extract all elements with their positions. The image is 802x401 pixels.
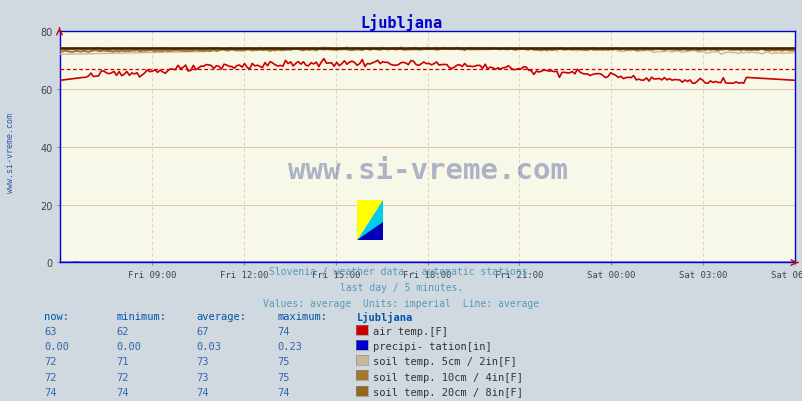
Text: now:: now:: [44, 311, 69, 321]
Text: soil temp. 10cm / 4in[F]: soil temp. 10cm / 4in[F]: [373, 372, 523, 382]
Text: 74: 74: [277, 387, 290, 397]
Text: Ljubljana: Ljubljana: [357, 311, 413, 322]
Text: 72: 72: [116, 372, 129, 382]
Text: 74: 74: [196, 387, 209, 397]
Text: 72: 72: [44, 356, 57, 367]
Text: minimum:: minimum:: [116, 311, 166, 321]
Text: last day / 5 minutes.: last day / 5 minutes.: [339, 283, 463, 293]
Text: soil temp. 20cm / 8in[F]: soil temp. 20cm / 8in[F]: [373, 387, 523, 397]
Text: precipi- tation[in]: precipi- tation[in]: [373, 341, 492, 351]
Text: 0.00: 0.00: [116, 341, 141, 351]
Text: 0.03: 0.03: [196, 341, 221, 351]
Text: 75: 75: [277, 356, 290, 367]
Text: 72: 72: [44, 372, 57, 382]
Text: www.si-vreme.com: www.si-vreme.com: [6, 112, 15, 192]
Text: 74: 74: [277, 326, 290, 336]
Polygon shape: [357, 223, 383, 241]
Text: Values: average  Units: imperial  Line: average: Values: average Units: imperial Line: av…: [263, 299, 539, 309]
Text: soil temp. 5cm / 2in[F]: soil temp. 5cm / 2in[F]: [373, 356, 516, 367]
Text: average:: average:: [196, 311, 246, 321]
Text: Ljubljana: Ljubljana: [360, 14, 442, 31]
Text: 74: 74: [116, 387, 129, 397]
Text: 0.00: 0.00: [44, 341, 69, 351]
Polygon shape: [357, 200, 383, 241]
Text: maximum:: maximum:: [277, 311, 326, 321]
Text: 73: 73: [196, 356, 209, 367]
Text: air temp.[F]: air temp.[F]: [373, 326, 448, 336]
Text: 0.23: 0.23: [277, 341, 302, 351]
Text: 73: 73: [196, 372, 209, 382]
Text: 63: 63: [44, 326, 57, 336]
Text: 67: 67: [196, 326, 209, 336]
Text: 71: 71: [116, 356, 129, 367]
Text: www.si-vreme.com: www.si-vreme.com: [287, 156, 567, 184]
Text: 62: 62: [116, 326, 129, 336]
Text: 75: 75: [277, 372, 290, 382]
Text: Slovenia / weather data - automatic stations.: Slovenia / weather data - automatic stat…: [269, 267, 533, 277]
Text: 74: 74: [44, 387, 57, 397]
Polygon shape: [357, 200, 383, 241]
